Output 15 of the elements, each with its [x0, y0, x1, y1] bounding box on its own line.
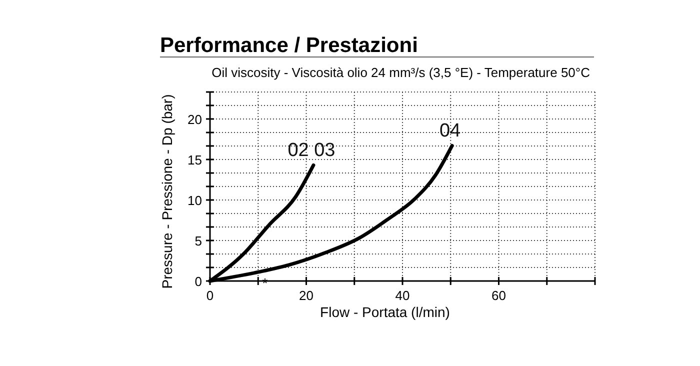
x-tick-label: 20 — [299, 288, 314, 303]
x-axis-title: Flow - Portata (l/min) — [320, 304, 450, 320]
y-tick-label: 10 — [188, 192, 202, 208]
y-tick-label: 5 — [194, 233, 202, 248]
y-axis-title: Pressure - Pressione - Dp (bar) — [159, 94, 175, 289]
x-tick-label: 0 — [206, 288, 214, 303]
y-tick-label: 15 — [188, 152, 202, 168]
chart-title: Performance / Prestazioni — [160, 34, 418, 57]
chart-subtitle: Oil viscosity - Viscosità olio 24 mm³/s (3,5 °E) - Temperature 50°C — [212, 65, 590, 80]
x-tick-label: 60 — [492, 288, 506, 303]
y-tick-label: 0 — [194, 274, 202, 289]
y-tick-label: 20 — [188, 112, 202, 127]
x-tick-label: 40 — [395, 288, 410, 303]
series-label: 04 — [440, 120, 462, 142]
series-label: 02 03 — [288, 140, 336, 162]
